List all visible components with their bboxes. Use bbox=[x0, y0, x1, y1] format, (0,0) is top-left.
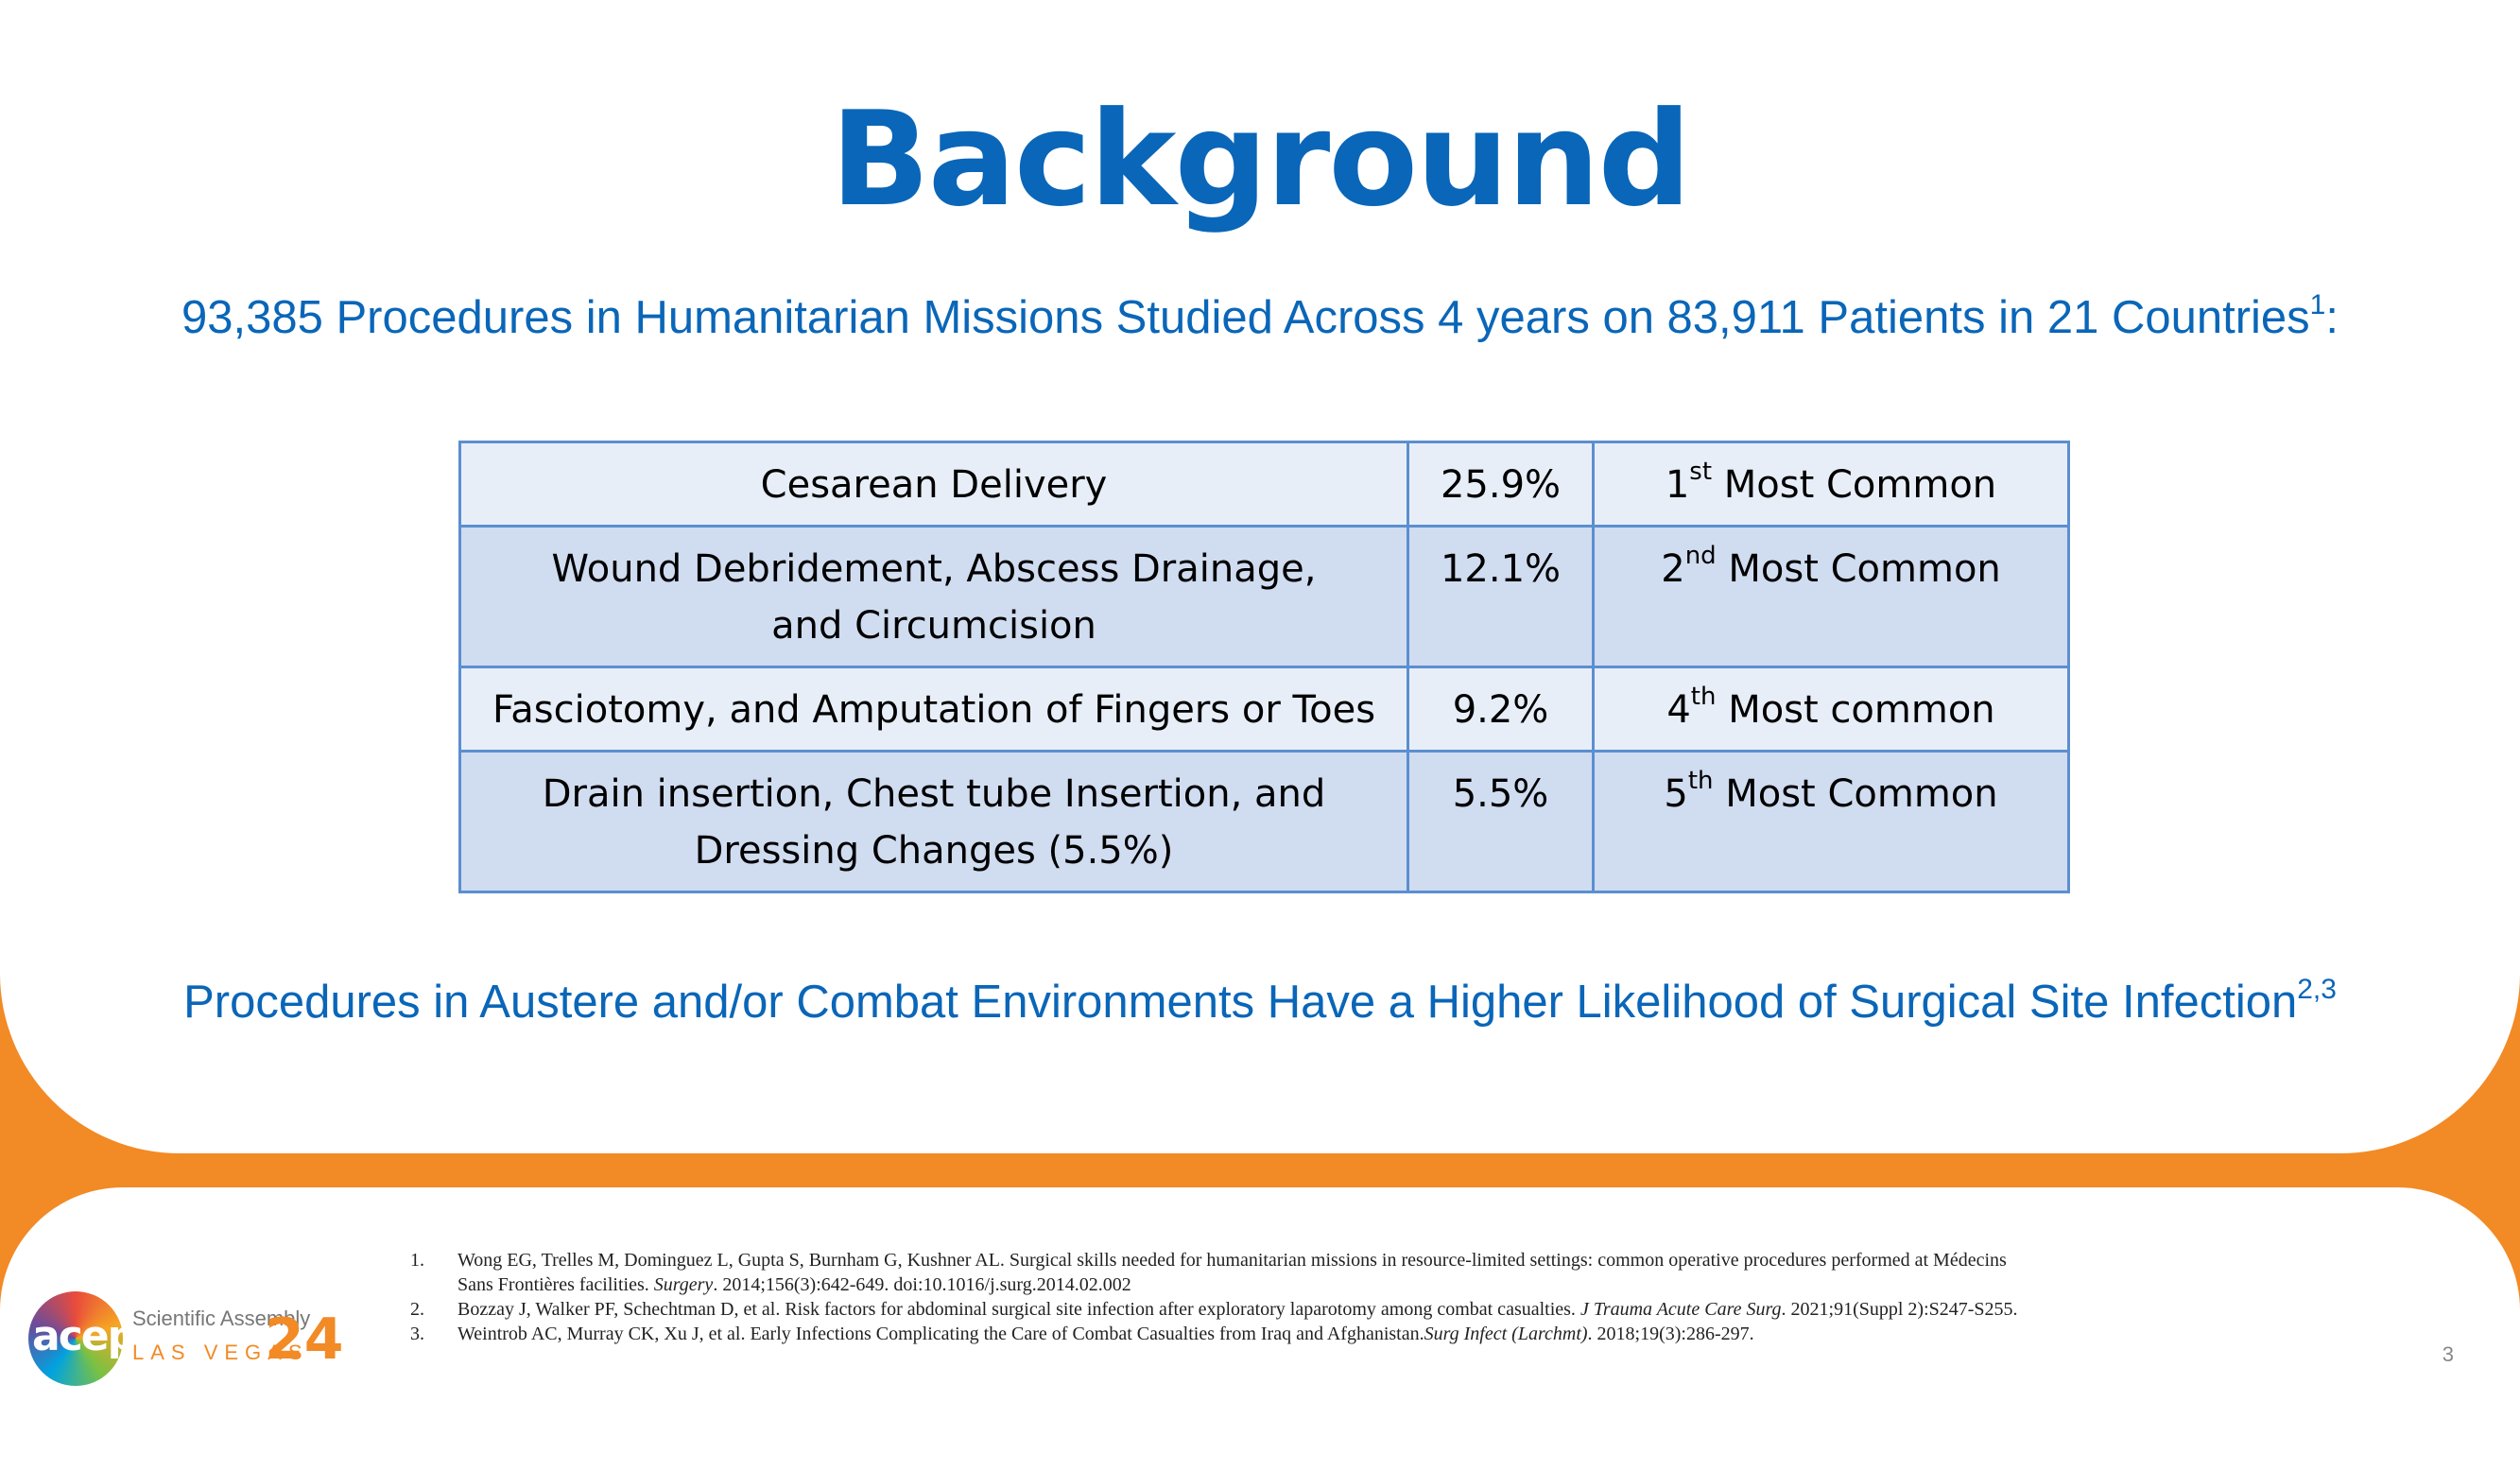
logo-globe-icon bbox=[28, 1291, 123, 1386]
references-list: 1. Wong EG, Trelles M, Dominguez L, Gupta… bbox=[410, 1248, 2225, 1346]
rank-number: 2 bbox=[1661, 547, 1685, 591]
reference-item: 3. Weintrob AC, Murray CK, Xu J, et al. E… bbox=[410, 1322, 2225, 1346]
procedure-name-line2: Dressing Changes (5.5%) bbox=[694, 829, 1174, 873]
reference-item: 1. Wong EG, Trelles M, Dominguez L, Gupta… bbox=[410, 1248, 2225, 1297]
procedure-name: Drain insertion, Chest tube Insertion, a… bbox=[542, 772, 1326, 816]
rank-number: 5 bbox=[1664, 772, 1688, 816]
slide-subtitle: 93,385 Procedures in Humanitarian Missio… bbox=[0, 289, 2520, 344]
procedure-name: Wound Debridement, Abscess Drainage, bbox=[551, 547, 1317, 591]
procedure-name: Cesarean Delivery bbox=[760, 463, 1108, 507]
reference-number: 1. bbox=[410, 1250, 424, 1271]
reference-citation: . 2021;91(Suppl 2):S247-S255. bbox=[1781, 1299, 2018, 1320]
reference-citation: . 2018;19(3):286-297. bbox=[1587, 1324, 1754, 1344]
table-row: Cesarean Delivery 25.9% 1st Most Common bbox=[458, 441, 2070, 528]
percent-cell: 25.9% bbox=[1407, 441, 1595, 528]
reference-text: Wong EG, Trelles M, Dominguez L, Gupta S… bbox=[457, 1250, 2007, 1271]
reference-journal: Surg Infect (Larchmt) bbox=[1424, 1324, 1588, 1344]
statement-text: Procedures in Austere and/or Combat Envi… bbox=[183, 977, 2298, 1028]
percent-cell: 9.2% bbox=[1407, 666, 1595, 753]
table-row: Drain insertion, Chest tube Insertion, a… bbox=[458, 750, 2070, 893]
reference-text: Bozzay J, Walker PF, Schechtman D, et al… bbox=[457, 1299, 1580, 1320]
logo-year: 24 bbox=[265, 1307, 344, 1373]
procedure-cell: Wound Debridement, Abscess Drainage, and … bbox=[458, 525, 1409, 668]
subtitle-suffix: : bbox=[2325, 292, 2339, 343]
page-number: 3 bbox=[2442, 1342, 2454, 1366]
table-row: Wound Debridement, Abscess Drainage, and … bbox=[458, 525, 2070, 668]
rank-label: Most Common bbox=[1716, 547, 2001, 591]
reference-number: 3. bbox=[410, 1324, 424, 1344]
rank-cell: 4th Most common bbox=[1592, 666, 2070, 753]
reference-journal: J Trauma Acute Care Surg bbox=[1579, 1299, 1782, 1320]
percent-cell: 5.5% bbox=[1407, 750, 1595, 893]
logo-scientific-assembly: Scientific Assembly bbox=[132, 1307, 311, 1330]
rank-suffix: th bbox=[1687, 767, 1714, 795]
rank-suffix: st bbox=[1689, 458, 1713, 486]
acep-logo: acep Scientific Assembly LAS VEGAS 24 bbox=[28, 1291, 344, 1386]
reference-citation: . 2014;156(3):642-649. doi:10.1016/j.sur… bbox=[713, 1274, 1131, 1295]
procedures-table: Cesarean Delivery 25.9% 1st Most Common … bbox=[458, 441, 2070, 893]
subtitle-reference: 1 bbox=[2309, 289, 2326, 320]
table-row: Fasciotomy, and Amputation of Fingers or… bbox=[458, 666, 2070, 753]
procedure-name-line2: and Circumcision bbox=[771, 604, 1096, 648]
procedure-cell: Drain insertion, Chest tube Insertion, a… bbox=[458, 750, 1409, 893]
rank-label: Most Common bbox=[1712, 463, 1997, 507]
subtitle-text: 93,385 Procedures in Humanitarian Missio… bbox=[181, 292, 2310, 343]
logo-las-vegas: LAS VEGAS bbox=[132, 1341, 309, 1364]
reference-number: 2. bbox=[410, 1299, 424, 1320]
rank-suffix: th bbox=[1690, 683, 1717, 711]
key-statement: Procedures in Austere and/or Combat Envi… bbox=[0, 974, 2520, 1029]
reference-text-cont: Sans Frontières facilities. bbox=[457, 1274, 654, 1295]
rank-number: 1 bbox=[1665, 463, 1690, 507]
rank-label: Most Common bbox=[1713, 772, 1998, 816]
procedure-cell: Cesarean Delivery bbox=[458, 441, 1409, 528]
rank-suffix: nd bbox=[1684, 542, 1717, 570]
procedure-cell: Fasciotomy, and Amputation of Fingers or… bbox=[458, 666, 1409, 753]
reference-item: 2. Bozzay J, Walker PF, Schechtman D, et … bbox=[410, 1297, 2225, 1322]
rank-cell: 5th Most Common bbox=[1592, 750, 2070, 893]
reference-journal: Surgery bbox=[653, 1274, 714, 1295]
reference-text: Weintrob AC, Murray CK, Xu J, et al. Ear… bbox=[457, 1324, 1424, 1344]
rank-cell: 2nd Most Common bbox=[1592, 525, 2070, 668]
procedures-table-container: Cesarean Delivery 25.9% 1st Most Common … bbox=[458, 441, 2070, 893]
logo-acep-text: acep bbox=[32, 1312, 137, 1360]
rank-number: 4 bbox=[1666, 688, 1691, 732]
statement-reference: 2,3 bbox=[2297, 974, 2337, 1005]
procedure-name: Fasciotomy, and Amputation of Fingers or… bbox=[492, 688, 1376, 732]
rank-label: Most common bbox=[1716, 688, 1995, 732]
percent-cell: 12.1% bbox=[1407, 525, 1595, 668]
rank-cell: 1st Most Common bbox=[1592, 441, 2070, 528]
slide-title: Background bbox=[830, 83, 1692, 235]
